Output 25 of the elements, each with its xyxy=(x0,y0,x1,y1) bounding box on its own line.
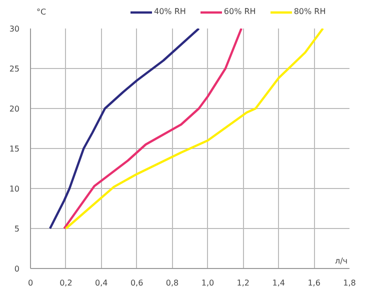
x-tick-label: 1,0 xyxy=(201,278,214,288)
x-tick-label: 1,8 xyxy=(343,278,356,288)
x-tick-label: 1,2 xyxy=(236,278,250,288)
x-tick-label: 0 xyxy=(28,278,34,288)
x-axis-title: л/ч xyxy=(334,256,348,266)
y-tick-label: 30 xyxy=(9,24,20,34)
y-axis-title: °C xyxy=(36,8,46,16)
x-tick-label: 0,2 xyxy=(60,278,72,288)
y-tick-label: 20 xyxy=(9,104,20,114)
legend-label: 40% RH xyxy=(154,7,186,16)
y-tick-label: 0 xyxy=(14,264,20,274)
y-tick-label: 5 xyxy=(14,224,20,234)
y-tick-label: 25 xyxy=(9,64,20,74)
x-tick-label: 1,6 xyxy=(308,278,320,288)
x-tick-label: 0,4 xyxy=(95,278,108,288)
x-tick-label: 0,6 xyxy=(130,278,144,288)
line-series xyxy=(64,28,324,230)
x-tick-label: 1,4 xyxy=(272,278,285,288)
line-series xyxy=(63,28,242,230)
legend-label: 80% RH xyxy=(294,7,326,16)
y-tick-label: 10 xyxy=(9,184,20,194)
legend-label: 60% RH xyxy=(224,7,256,16)
x-tick-label: 0,8 xyxy=(166,278,179,288)
y-tick-label: 15 xyxy=(9,144,20,154)
line-series xyxy=(48,28,200,230)
